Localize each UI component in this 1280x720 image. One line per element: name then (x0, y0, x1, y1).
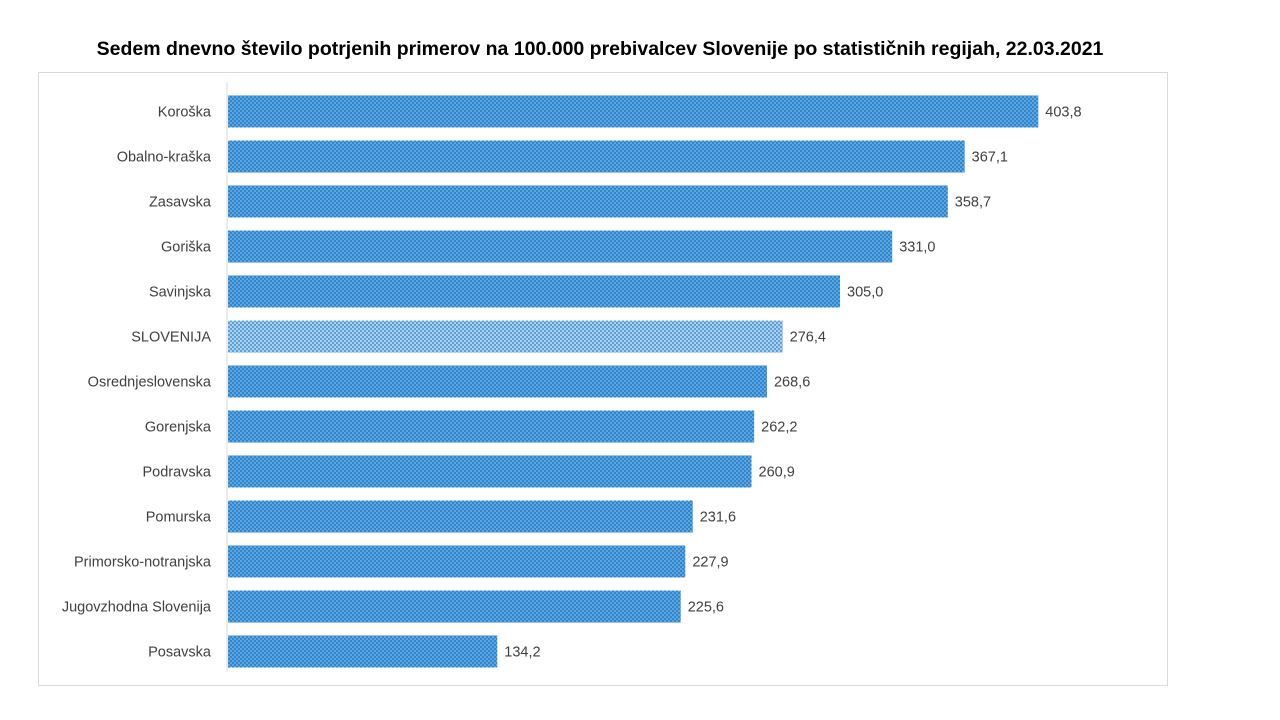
bar (228, 95, 1039, 128)
bar-highlight (228, 320, 783, 353)
value-label: 231,6 (700, 510, 736, 526)
value-label: 268,6 (774, 375, 810, 391)
category-label: Savinjska (149, 285, 212, 301)
value-label: 403,8 (1045, 105, 1081, 121)
value-label: 358,7 (955, 195, 991, 211)
value-label: 225,6 (688, 600, 724, 616)
category-label: Gorenjska (145, 420, 212, 436)
bar (228, 140, 965, 173)
bar (228, 455, 752, 488)
category-label: Koroška (158, 105, 212, 121)
value-label: 276,4 (790, 330, 826, 346)
value-label: 260,9 (759, 465, 795, 481)
value-label: 331,0 (899, 240, 935, 256)
value-label: 262,2 (761, 420, 797, 436)
bar (228, 635, 498, 668)
bar (228, 590, 681, 623)
bar (228, 185, 948, 218)
category-label: Posavska (148, 645, 212, 661)
category-label: Obalno-kraška (117, 150, 212, 166)
chart-title: Sedem dnevno število potrjenih primerov … (96, 38, 1104, 60)
value-label: 367,1 (972, 150, 1008, 166)
bar (228, 545, 686, 578)
bar (228, 230, 893, 263)
category-label: Zasavska (149, 195, 212, 211)
value-label: 305,0 (847, 285, 883, 301)
category-label: Jugovzhodna Slovenija (62, 600, 212, 616)
value-label: 227,9 (692, 555, 728, 571)
bar (228, 365, 767, 398)
category-label: Goriška (161, 240, 212, 256)
bar (228, 500, 693, 533)
value-label: 134,2 (504, 645, 540, 661)
category-label: Primorsko-notranjska (74, 555, 212, 571)
category-label: SLOVENIJA (131, 330, 211, 346)
category-label: Podravska (142, 465, 211, 481)
category-label: Pomurska (146, 510, 212, 526)
bar (228, 410, 755, 443)
plot-area (38, 72, 1168, 686)
category-label: Osrednjeslovenska (88, 375, 212, 391)
bar (228, 275, 841, 308)
